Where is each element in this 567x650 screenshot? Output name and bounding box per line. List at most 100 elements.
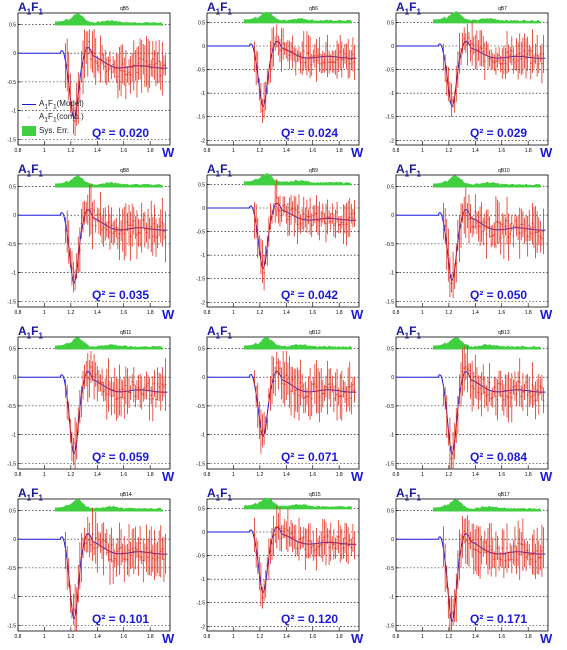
data-point bbox=[503, 46, 505, 75]
data-point bbox=[304, 56, 307, 69]
data-point bbox=[471, 523, 473, 558]
data-point bbox=[163, 223, 165, 240]
data-point bbox=[534, 381, 537, 420]
data-point bbox=[342, 380, 345, 398]
systematic-error-band bbox=[433, 175, 542, 188]
data-point bbox=[525, 215, 527, 242]
data-point bbox=[347, 367, 349, 407]
data-point bbox=[318, 535, 321, 557]
data-point bbox=[445, 218, 448, 271]
data-point bbox=[129, 541, 132, 569]
data-point bbox=[321, 519, 324, 562]
data-point bbox=[159, 61, 162, 91]
data-point bbox=[255, 50, 257, 86]
data-point bbox=[506, 375, 508, 418]
y-axis-title: A1F1 bbox=[18, 486, 43, 503]
y-axis-title: A1F1 bbox=[18, 324, 43, 341]
data-point bbox=[117, 54, 119, 99]
data-point bbox=[83, 527, 86, 552]
data-point bbox=[449, 81, 451, 104]
data-point bbox=[121, 380, 124, 399]
data-point bbox=[101, 368, 103, 397]
data-point bbox=[444, 543, 446, 592]
data-point bbox=[67, 51, 70, 101]
data-point bbox=[104, 378, 107, 402]
data-point bbox=[275, 178, 278, 217]
x-tick-label: 1.2 bbox=[256, 310, 263, 316]
x-axis-title: W bbox=[540, 469, 553, 484]
data-point bbox=[469, 531, 472, 550]
x-tick-label: 1 bbox=[43, 310, 46, 316]
x-tick-label: 1.8 bbox=[525, 148, 532, 154]
data-point bbox=[320, 368, 322, 413]
y-tick-label: 0.5 bbox=[198, 346, 205, 352]
data-point bbox=[309, 36, 311, 78]
data-point bbox=[283, 196, 286, 213]
data-point bbox=[442, 526, 445, 567]
y-tick-label: 0 bbox=[13, 213, 16, 219]
chart-svg: -1.5 -1 -0.5 0 0.5 0.8 1 1.2 1.4 1.6 1.8 bbox=[385, 498, 549, 640]
x-tick-label: 1.6 bbox=[498, 310, 505, 316]
data-point bbox=[107, 358, 110, 412]
data-point bbox=[109, 50, 111, 71]
y-tick-label: -1 bbox=[12, 595, 17, 601]
x-axis-title: W bbox=[162, 307, 175, 322]
data-point bbox=[498, 201, 500, 244]
data-point bbox=[118, 207, 121, 260]
data-point bbox=[491, 52, 494, 70]
data-point bbox=[304, 381, 307, 413]
data-point bbox=[496, 536, 499, 560]
y-tick-label: -2 bbox=[201, 624, 206, 630]
data-point bbox=[118, 522, 121, 575]
data-point bbox=[495, 531, 497, 577]
x-tick-label: 1.2 bbox=[256, 634, 263, 640]
data-point bbox=[458, 33, 461, 74]
data-point bbox=[131, 52, 133, 82]
data-point bbox=[307, 35, 310, 72]
data-point bbox=[341, 41, 343, 78]
data-point bbox=[531, 203, 534, 245]
data-point bbox=[339, 525, 342, 563]
data-point bbox=[150, 59, 153, 77]
x-tick-label: 1.4 bbox=[283, 472, 290, 478]
x-tick-label: 0.8 bbox=[15, 472, 22, 478]
data-point bbox=[139, 219, 141, 247]
data-point bbox=[310, 540, 313, 555]
data-point bbox=[479, 29, 481, 66]
data-point bbox=[457, 550, 459, 590]
data-point bbox=[107, 56, 110, 83]
data-point bbox=[496, 379, 499, 421]
data-point bbox=[353, 377, 356, 403]
data-point bbox=[309, 368, 311, 420]
data-point bbox=[523, 218, 526, 244]
systematic-error-band bbox=[244, 173, 353, 186]
data-point bbox=[514, 54, 516, 71]
data-point bbox=[112, 56, 114, 74]
data-point bbox=[74, 106, 76, 137]
data-point bbox=[140, 202, 143, 253]
data-point bbox=[339, 373, 342, 419]
data-point bbox=[144, 211, 146, 248]
data-point bbox=[353, 531, 356, 560]
data-point bbox=[453, 422, 456, 460]
data-point bbox=[268, 388, 270, 404]
data-point bbox=[491, 387, 494, 408]
data-point bbox=[120, 220, 122, 242]
x-tick-label: 1.4 bbox=[283, 310, 290, 316]
data-point bbox=[279, 39, 281, 62]
data-point bbox=[140, 40, 143, 93]
q2-label: Q² = 0.050 bbox=[470, 288, 528, 302]
data-point bbox=[106, 221, 108, 238]
data-point bbox=[129, 385, 132, 400]
data-point bbox=[96, 366, 99, 402]
data-point bbox=[164, 54, 167, 76]
data-point bbox=[541, 231, 543, 247]
data-point bbox=[137, 375, 140, 400]
x-tick-label: 1.8 bbox=[525, 472, 532, 478]
x-tick-label: 1.2 bbox=[445, 472, 452, 478]
data-point bbox=[293, 525, 296, 550]
y-tick-label: -0.5 bbox=[196, 404, 205, 410]
plot-frame bbox=[206, 12, 360, 146]
data-point bbox=[83, 200, 86, 225]
x-tick-label: 0.8 bbox=[204, 634, 211, 640]
